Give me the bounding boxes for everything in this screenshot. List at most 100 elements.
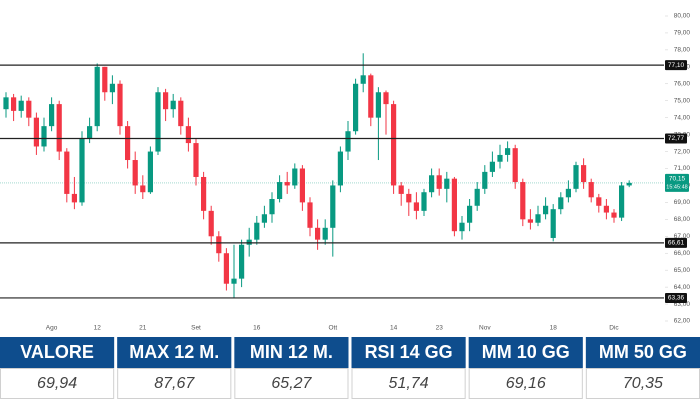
candle-body xyxy=(33,117,39,147)
header-cell xyxy=(585,337,700,368)
header-text: MM 50 GG xyxy=(599,342,687,362)
x-tick-label: 16 xyxy=(253,325,261,332)
y-tick-label: 64,00 xyxy=(674,284,691,291)
y-tick-label: 69,00 xyxy=(674,199,691,206)
last-price-box xyxy=(665,173,689,192)
value-cell xyxy=(351,368,466,399)
value-text: 65,27 xyxy=(271,375,312,392)
value-cell xyxy=(468,368,583,399)
header-cell xyxy=(117,337,232,368)
value-text: 70,35 xyxy=(623,375,663,392)
candle-body xyxy=(474,188,480,206)
candle-body xyxy=(573,165,579,189)
candle-body xyxy=(467,205,473,223)
candle-body xyxy=(102,66,108,93)
candle-body xyxy=(527,219,533,223)
candle-body xyxy=(284,182,290,186)
candle-body xyxy=(368,75,374,118)
candle-body xyxy=(26,100,32,118)
candle-body xyxy=(170,100,176,110)
candle-body xyxy=(596,197,602,206)
candle-body xyxy=(11,97,17,111)
level-label-box xyxy=(665,237,687,248)
value-text: 87,67 xyxy=(154,375,195,392)
header-text: MM 10 GG xyxy=(482,342,570,362)
candle-body xyxy=(330,185,336,228)
x-tick-label: Nov xyxy=(479,325,491,332)
y-tick-label: 76,00 xyxy=(674,80,691,87)
candle-body xyxy=(223,253,229,284)
candle-body xyxy=(558,197,564,210)
candle-body xyxy=(261,214,267,223)
candle-body xyxy=(322,227,328,240)
candle-body xyxy=(337,151,343,186)
candle-body xyxy=(375,92,381,118)
y-tick-label: 74,00 xyxy=(674,114,691,121)
candle-body xyxy=(512,148,518,183)
candle-body xyxy=(3,97,9,110)
candle-body xyxy=(178,100,184,127)
x-tick-label: Ott xyxy=(328,325,337,332)
y-tick-label: 62,00 xyxy=(674,318,691,325)
candle-body xyxy=(505,148,511,155)
candle-body xyxy=(132,160,138,186)
candle-body xyxy=(543,205,549,215)
candle-body xyxy=(588,182,594,198)
header-cell xyxy=(468,337,583,368)
candle-body xyxy=(345,131,351,152)
header-text: MAX 12 M. xyxy=(129,342,219,362)
candle-body xyxy=(520,182,526,220)
candle-body xyxy=(626,182,632,186)
value-cell xyxy=(585,368,700,399)
x-tick-label: 14 xyxy=(390,325,398,332)
candle-body xyxy=(269,199,275,215)
candle-body xyxy=(109,83,115,93)
candle-body xyxy=(413,202,419,211)
x-tick-label: 21 xyxy=(139,325,147,332)
candle-body xyxy=(611,212,617,218)
header-text: MIN 12 M. xyxy=(250,342,333,362)
x-tick-label: Set xyxy=(191,325,201,332)
y-tick-label: 71,00 xyxy=(674,165,691,172)
candle-body xyxy=(117,83,123,127)
level-label: 72,77 xyxy=(668,135,685,142)
level-label: 77,10 xyxy=(668,62,685,69)
candle-body xyxy=(406,193,412,203)
y-tick-label: 79,00 xyxy=(674,30,691,37)
candle-body xyxy=(489,161,495,172)
header-cell xyxy=(0,337,115,368)
candle-body xyxy=(216,236,222,254)
candle-body xyxy=(140,185,146,193)
candle-body xyxy=(254,222,260,240)
candle-body xyxy=(353,83,359,132)
level-label: 63,36 xyxy=(668,295,685,302)
candle-body xyxy=(550,209,556,238)
price-chart: 62,00 63,00 64,00 65,00 66,00 67,00 68,00 69,00… xyxy=(0,13,690,332)
value-cell xyxy=(117,368,232,399)
header-cell xyxy=(234,337,349,368)
candle-body xyxy=(56,104,62,152)
candle-body xyxy=(482,171,488,189)
candle-body xyxy=(277,182,283,199)
y-tick-label: 80,00 xyxy=(674,13,691,20)
y-tick-label: 65,00 xyxy=(674,267,691,274)
candle-body xyxy=(535,214,541,223)
candle-body xyxy=(451,178,457,232)
candle-body xyxy=(41,126,47,147)
candle-body xyxy=(193,143,199,177)
candle-body xyxy=(155,92,161,152)
value-cell xyxy=(234,368,349,399)
candle-body xyxy=(429,175,435,193)
candle-body xyxy=(94,66,100,127)
candle-body xyxy=(603,205,609,213)
candle-body xyxy=(581,165,587,183)
candle-body xyxy=(299,168,305,203)
candle-body xyxy=(201,176,207,211)
y-tick-label: 78,00 xyxy=(674,47,691,54)
y-tick-label: 67,00 xyxy=(674,233,691,240)
candle-body xyxy=(231,278,237,284)
y-tick-label: 66,00 xyxy=(674,250,691,257)
last-price-label: 70,15 xyxy=(669,176,686,183)
